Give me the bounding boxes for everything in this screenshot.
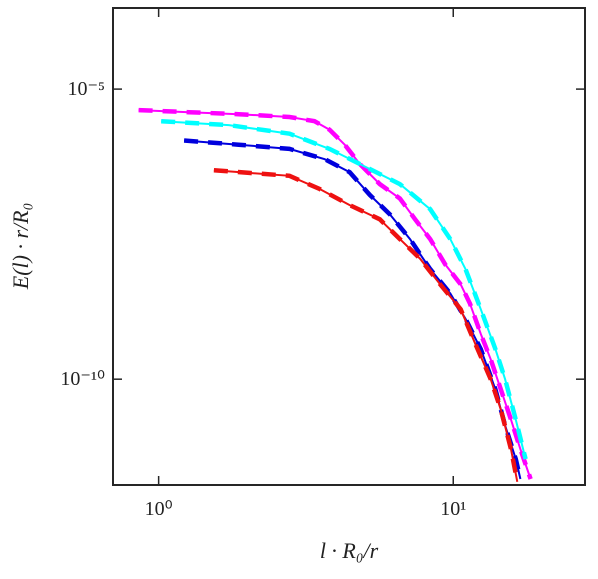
series-line	[213, 169, 519, 482]
series-line-dashed	[138, 107, 533, 480]
series-line	[161, 120, 527, 460]
y-tick-label: 10⁻¹⁰	[60, 368, 105, 390]
series-line	[184, 139, 522, 480]
x-tick-label: 10⁰	[145, 498, 173, 520]
x-tick-label: 10¹	[440, 498, 466, 520]
plot-area	[138, 107, 533, 483]
plot-frame	[112, 7, 586, 486]
y-tick-label: 10⁻⁵	[67, 78, 105, 100]
series-line-dashed	[213, 167, 520, 483]
y-axis-label: E(l) · r/R₀	[8, 203, 33, 290]
x-axis-label: l · R₀/r	[320, 538, 379, 563]
series-line-dashed	[183, 138, 523, 480]
